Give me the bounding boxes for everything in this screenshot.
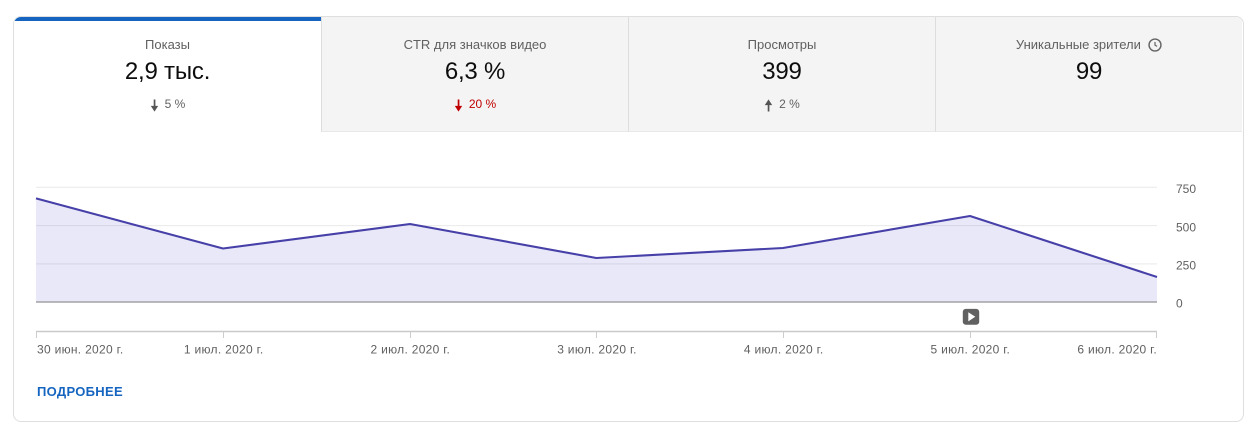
svg-text:1 июл. 2020 г.: 1 июл. 2020 г. [184,343,264,357]
svg-text:4 июл. 2020 г.: 4 июл. 2020 г. [744,343,824,357]
svg-text:0: 0 [1176,296,1183,310]
svg-text:6 июл. 2020 г.: 6 июл. 2020 г. [1077,343,1157,357]
svg-text:2 июл. 2020 г.: 2 июл. 2020 г. [371,343,451,357]
svg-text:30 июн. 2020 г.: 30 июн. 2020 г. [37,343,123,357]
svg-text:5 июл. 2020 г.: 5 июл. 2020 г. [931,343,1011,357]
svg-text:500: 500 [1176,220,1196,234]
svg-text:750: 750 [1176,182,1196,196]
svg-text:250: 250 [1176,258,1196,272]
svg-text:3 июл. 2020 г.: 3 июл. 2020 г. [557,343,637,357]
